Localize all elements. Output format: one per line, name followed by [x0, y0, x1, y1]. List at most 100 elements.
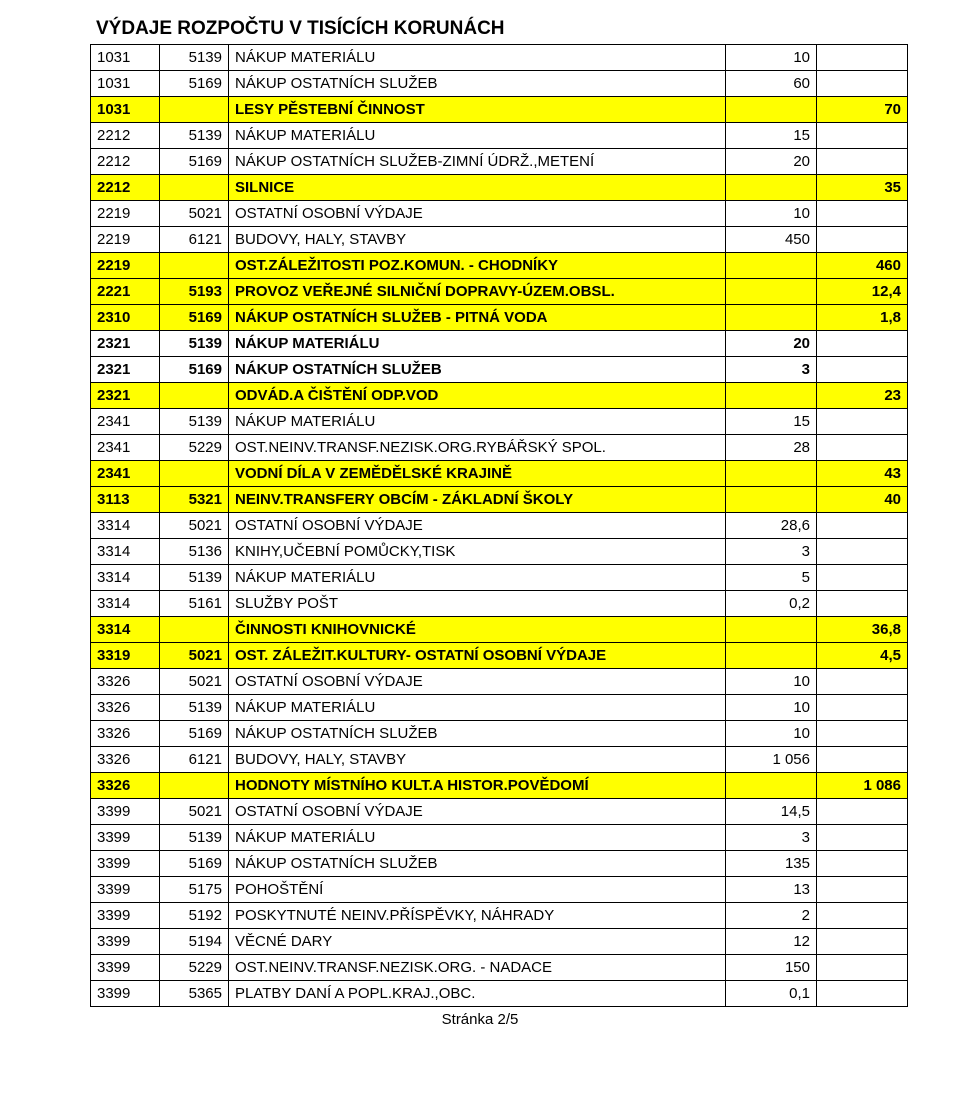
table-cell: 2212	[91, 123, 160, 149]
table-cell: 6121	[160, 747, 229, 773]
table-cell	[817, 123, 908, 149]
table-row: 33265021OSTATNÍ OSOBNÍ VÝDAJE10	[91, 669, 908, 695]
table-cell: 3326	[91, 695, 160, 721]
table-cell: 5169	[160, 721, 229, 747]
table-cell: 28	[726, 435, 817, 461]
table-cell: 3	[726, 357, 817, 383]
table-cell: 3399	[91, 929, 160, 955]
table-row: 1031 LESY PĚSTEBNÍ ČINNOST 70	[91, 97, 908, 123]
table-cell: 10	[726, 201, 817, 227]
table-cell: 2	[726, 903, 817, 929]
table-cell: POSKYTNUTÉ NEINV.PŘÍSPĚVKY, NÁHRADY	[229, 903, 726, 929]
table-cell: 2321	[91, 357, 160, 383]
table-cell: 2221	[91, 279, 160, 305]
table-cell: 2310	[91, 305, 160, 331]
table-cell	[817, 331, 908, 357]
table-row: 2219OST.ZÁLEŽITOSTI POZ.KOMUN. - CHODNÍK…	[91, 253, 908, 279]
table-cell: 3399	[91, 903, 160, 929]
table-cell: VODNÍ DÍLA V ZEMĚDĚLSKÉ KRAJINĚ	[229, 461, 726, 487]
table-cell: NÁKUP MATERIÁLU	[229, 45, 726, 71]
table-cell: 5169	[160, 71, 229, 97]
table-row: 22196121BUDOVY, HALY, STAVBY450	[91, 227, 908, 253]
table-cell	[817, 825, 908, 851]
table-cell: OSTATNÍ OSOBNÍ VÝDAJE	[229, 669, 726, 695]
table-cell	[817, 799, 908, 825]
table-cell: 3399	[91, 955, 160, 981]
page: VÝDAJE ROZPOČTU V TISÍCÍCH KORUNÁCH 1031…	[0, 0, 960, 1058]
table-cell: OSTATNÍ OSOBNÍ VÝDAJE	[229, 201, 726, 227]
table-cell: HODNOTY MÍSTNÍHO KULT.A HISTOR.POVĚDOMÍ	[229, 773, 726, 799]
table-cell: NÁKUP MATERIÁLU	[229, 409, 726, 435]
table-cell	[817, 747, 908, 773]
table-cell	[817, 45, 908, 71]
table-cell: 5021	[160, 799, 229, 825]
table-cell: ČINNOSTI KNIHOVNICKÉ	[229, 617, 726, 643]
table-cell: 3314	[91, 591, 160, 617]
table-cell: NÁKUP OSTATNÍCH SLUŽEB-ZIMNÍ ÚDRŽ.,METEN…	[229, 149, 726, 175]
table-cell	[817, 721, 908, 747]
table-row: 33995194VĚCNÉ DARY12	[91, 929, 908, 955]
table-cell	[726, 487, 817, 513]
table-row: 22215193PROVOZ VEŘEJNÉ SILNIČNÍ DOPRAVY-…	[91, 279, 908, 305]
table-cell: 40	[817, 487, 908, 513]
table-row: 10315139NÁKUP MATERIÁLU10	[91, 45, 908, 71]
table-cell: 15	[726, 123, 817, 149]
table-cell	[160, 97, 229, 123]
table-cell	[817, 903, 908, 929]
table-cell: OST.ZÁLEŽITOSTI POZ.KOMUN. - CHODNÍKY	[229, 253, 726, 279]
table-cell: 3314	[91, 513, 160, 539]
table-cell: 10	[726, 669, 817, 695]
table-cell: 35	[817, 175, 908, 201]
table-cell: 3399	[91, 851, 160, 877]
table-row: 2341VODNÍ DÍLA V ZEMĚDĚLSKÉ KRAJINĚ43	[91, 461, 908, 487]
table-cell	[817, 227, 908, 253]
table-cell: 70	[817, 97, 908, 123]
table-cell	[726, 643, 817, 669]
table-cell: 5021	[160, 513, 229, 539]
table-cell: 20	[726, 149, 817, 175]
table-cell	[817, 591, 908, 617]
table-cell: 450	[726, 227, 817, 253]
table-cell	[726, 279, 817, 305]
table-cell: NÁKUP MATERIÁLU	[229, 695, 726, 721]
table-cell: 3326	[91, 773, 160, 799]
table-cell: 4,5	[817, 643, 908, 669]
table-cell	[817, 71, 908, 97]
table-cell: LESY PĚSTEBNÍ ČINNOST	[229, 97, 726, 123]
table-cell: 1,8	[817, 305, 908, 331]
table-cell: 5139	[160, 825, 229, 851]
table-cell: 5139	[160, 695, 229, 721]
table-cell: 5193	[160, 279, 229, 305]
table-cell: POHOŠTĚNÍ	[229, 877, 726, 903]
table-cell: 6121	[160, 227, 229, 253]
table-cell	[160, 175, 229, 201]
table-cell: NÁKUP MATERIÁLU	[229, 565, 726, 591]
table-cell: 5	[726, 565, 817, 591]
table-cell	[817, 695, 908, 721]
table-cell	[817, 435, 908, 461]
table-cell	[160, 617, 229, 643]
table-cell: 135	[726, 851, 817, 877]
table-cell: 1031	[91, 97, 160, 123]
table-row: 22125139NÁKUP MATERIÁLU15	[91, 123, 908, 149]
page-title: VÝDAJE ROZPOČTU V TISÍCÍCH KORUNÁCH	[96, 18, 870, 40]
table-cell: 2219	[91, 201, 160, 227]
table-row: 23215169NÁKUP OSTATNÍCH SLUŽEB3	[91, 357, 908, 383]
table-cell: 3	[726, 539, 817, 565]
table-cell: NÁKUP OSTATNÍCH SLUŽEB	[229, 851, 726, 877]
table-cell: 5021	[160, 669, 229, 695]
table-row: 2321ODVÁD.A ČIŠTĚNÍ ODP.VOD23	[91, 383, 908, 409]
table-cell	[817, 201, 908, 227]
table-cell: 3399	[91, 799, 160, 825]
table-cell	[160, 253, 229, 279]
table-cell: 2212	[91, 175, 160, 201]
table-cell: 3314	[91, 617, 160, 643]
table-cell: OST.NEINV.TRANSF.NEZISK.ORG.RYBÁŘSKÝ SPO…	[229, 435, 726, 461]
table-cell: 3326	[91, 747, 160, 773]
table-cell: 3314	[91, 539, 160, 565]
table-cell: 5229	[160, 955, 229, 981]
table-cell: 3113	[91, 487, 160, 513]
table-cell: 15	[726, 409, 817, 435]
table-cell: 5139	[160, 565, 229, 591]
table-cell: KNIHY,UČEBNÍ POMŮCKY,TISK	[229, 539, 726, 565]
